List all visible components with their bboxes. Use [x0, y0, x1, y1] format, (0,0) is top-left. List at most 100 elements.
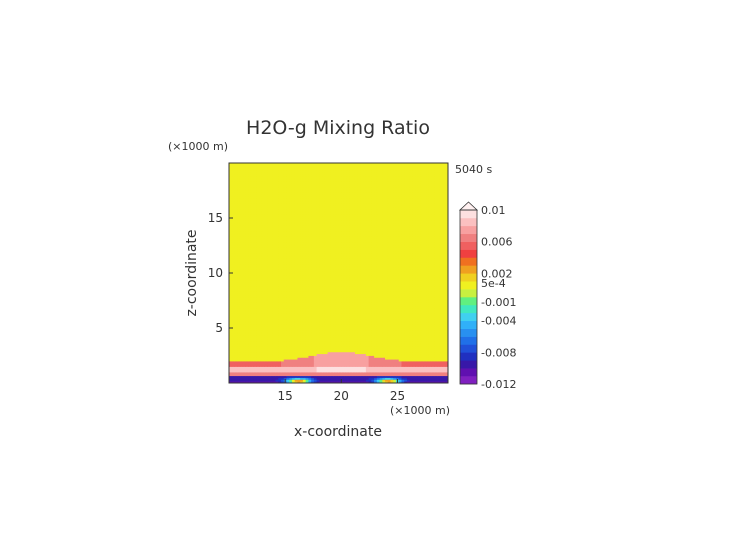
- heatmap-cell: [308, 348, 312, 351]
- heatmap-cell: [442, 373, 446, 377]
- heatmap-cell: [343, 274, 348, 278]
- heatmap-cell: [420, 306, 424, 309]
- heatmap-cell: [335, 304, 339, 307]
- heatmap-cell: [338, 280, 342, 283]
- heatmap-cell: [363, 317, 367, 320]
- heatmap-cell: [327, 331, 331, 334]
- heatmap-cell: [401, 282, 405, 285]
- heatmap-cell: [261, 351, 265, 355]
- heatmap-cell: [294, 306, 298, 309]
- heatmap-cell: [360, 285, 364, 289]
- heatmap-cell: [313, 293, 317, 296]
- heatmap-cell: [294, 379, 298, 382]
- heatmap-cell: [390, 271, 394, 274]
- heatmap-cell: [256, 320, 260, 323]
- heatmap-cell: [245, 351, 249, 355]
- heatmap-cell: [442, 344, 446, 347]
- heatmap-cell: [311, 370, 315, 373]
- heatmap-cell: [401, 287, 405, 290]
- heatmap-cell: [439, 328, 443, 331]
- heatmap-cell: [431, 298, 435, 301]
- heatmap-cell: [349, 324, 353, 327]
- heatmap-cell: [283, 298, 287, 301]
- heatmap-cell: [423, 278, 427, 281]
- heatmap-cell: [426, 274, 430, 278]
- heatmap-cell: [437, 284, 441, 287]
- heatmap-cell: [264, 315, 268, 318]
- heatmap-cell: [242, 337, 246, 340]
- heatmap-cell: [319, 276, 323, 279]
- heatmap-cell: [261, 348, 265, 351]
- heatmap-cell: [335, 271, 339, 274]
- heatmap-cell: [267, 344, 271, 347]
- heatmap-cell: [393, 339, 397, 342]
- heatmap-cell: [278, 368, 282, 371]
- heatmap-cell: [250, 311, 255, 314]
- heatmap-cell: [256, 353, 260, 356]
- heatmap-cell: [338, 366, 342, 369]
- heatmap-cell: [387, 302, 391, 305]
- heatmap-cell: [283, 269, 287, 272]
- heatmap-cell: [297, 344, 301, 347]
- heatmap-cell: [371, 368, 375, 371]
- heatmap-cell: [439, 337, 443, 340]
- heatmap-cell: [428, 362, 432, 366]
- heatmap-cell: [261, 350, 265, 353]
- heatmap-cell: [338, 307, 342, 311]
- heatmap-cell: [231, 370, 235, 373]
- heatmap-cell: [291, 344, 296, 347]
- heatmap-cell: [406, 339, 411, 342]
- heatmap-cell: [245, 278, 249, 281]
- heatmap-cell: [368, 287, 372, 290]
- heatmap-cell: [431, 287, 435, 290]
- heatmap-cell: [390, 362, 394, 366]
- heatmap-cell: [245, 339, 249, 342]
- heatmap-cell: [445, 295, 449, 298]
- heatmap-cell: [286, 326, 290, 329]
- heatmap-cell: [291, 298, 296, 301]
- heatmap-cell: [313, 280, 317, 283]
- heatmap-cell: [385, 339, 389, 342]
- heatmap-cell: [428, 370, 432, 373]
- heatmap-cell: [267, 346, 271, 349]
- heatmap-cell: [289, 381, 293, 384]
- heatmap-cell: [256, 324, 260, 327]
- heatmap-cell: [261, 368, 265, 371]
- heatmap-cell: [382, 304, 386, 307]
- heatmap-cell: [387, 311, 391, 314]
- heatmap-cell: [237, 267, 241, 270]
- heatmap-cell: [294, 291, 298, 294]
- heatmap-cell: [431, 274, 435, 278]
- heatmap-cell: [245, 276, 249, 279]
- heatmap-cell: [237, 317, 241, 320]
- heatmap-cell: [239, 379, 244, 382]
- heatmap-cell: [420, 322, 424, 325]
- heatmap-cell: [346, 333, 350, 336]
- heatmap-cell: [316, 291, 320, 294]
- heatmap-cell: [423, 377, 427, 380]
- heatmap-cell: [278, 348, 282, 351]
- heatmap-cell: [250, 328, 255, 331]
- heatmap-cell: [439, 320, 443, 323]
- heatmap-cell: [434, 364, 438, 367]
- heatmap-cell: [398, 329, 402, 333]
- heatmap-cell: [250, 313, 255, 316]
- heatmap-cell: [272, 335, 276, 338]
- heatmap-cell: [297, 340, 301, 344]
- heatmap-cell: [390, 313, 394, 316]
- heatmap-cell: [335, 366, 339, 369]
- heatmap-cell: [302, 315, 307, 318]
- heatmap-cell: [330, 324, 334, 327]
- heatmap-cell: [239, 348, 244, 351]
- heatmap-cell: [294, 318, 298, 322]
- heatmap-cell: [234, 339, 238, 342]
- heatmap-cell: [412, 364, 416, 367]
- heatmap-cell: [231, 340, 235, 344]
- heatmap-cell: [289, 361, 293, 364]
- heatmap-cell: [316, 324, 320, 327]
- heatmap-cell: [428, 318, 432, 322]
- heatmap-cell: [363, 370, 367, 373]
- heatmap-cell: [368, 273, 372, 276]
- heatmap-cell: [305, 375, 309, 378]
- heatmap-cell: [417, 353, 422, 356]
